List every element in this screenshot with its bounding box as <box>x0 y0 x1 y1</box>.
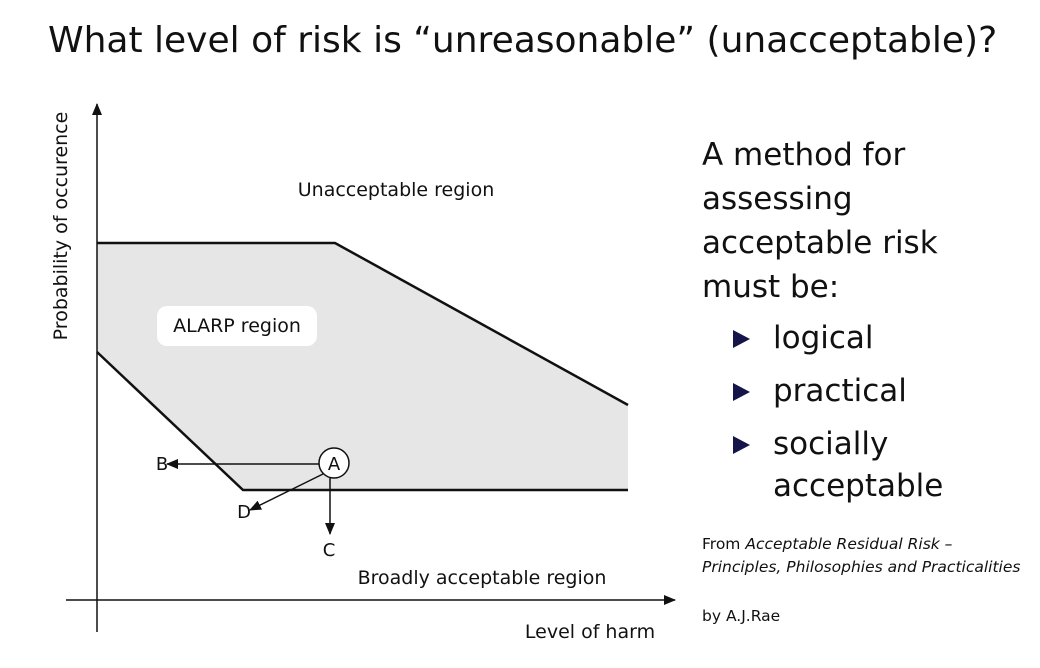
alarp-region-band <box>97 243 628 490</box>
criteria-label: socially acceptable <box>773 426 944 504</box>
point-d-label: D <box>237 502 251 523</box>
slide-title: What level of risk is “unreasonable” (un… <box>48 20 998 61</box>
alarp-region-label: ALARP region <box>173 315 301 337</box>
source-citation: From Acceptable Residual Risk – Principl… <box>702 533 1022 579</box>
method-intro: A method for assessing acceptable risk m… <box>702 137 938 305</box>
bullet-triangle-icon <box>733 330 750 348</box>
arrow-a-to-d <box>249 473 324 511</box>
bullet-triangle-icon <box>733 436 750 454</box>
source-title: Acceptable Residual Risk – Principles, P… <box>702 535 1021 576</box>
method-panel: A method for assessing acceptable risk m… <box>702 133 1022 625</box>
point-a-label: A <box>328 454 341 475</box>
criteria-item: socially acceptable <box>702 423 1022 507</box>
unacceptable-boundary-line <box>97 241 629 407</box>
alarp-label-box <box>157 306 317 346</box>
criteria-label: logical <box>773 320 874 356</box>
broadly-acceptable-boundary-line <box>96 351 628 492</box>
point-a-circle <box>318 447 350 479</box>
point-c-label: C <box>323 540 336 561</box>
unacceptable-region-label: Unacceptable region <box>298 179 495 201</box>
criteria-list: logical practical socially acceptable <box>702 317 1022 507</box>
criteria-label: practical <box>773 373 907 409</box>
x-axis-label: Level of harm <box>525 621 655 643</box>
source-author: by A.J.Rae <box>702 607 781 625</box>
risk-diagram: Probability of occurence Level of harm U… <box>50 103 676 643</box>
source-prefix: From <box>702 535 741 553</box>
broadly-acceptable-region-label: Broadly acceptable region <box>358 567 607 589</box>
point-b-label: B <box>156 454 168 475</box>
criteria-item: logical <box>702 317 1022 359</box>
criteria-item: practical <box>702 370 1022 412</box>
y-axis-label: Probability of occurence <box>50 112 72 341</box>
bullet-triangle-icon <box>733 383 750 401</box>
